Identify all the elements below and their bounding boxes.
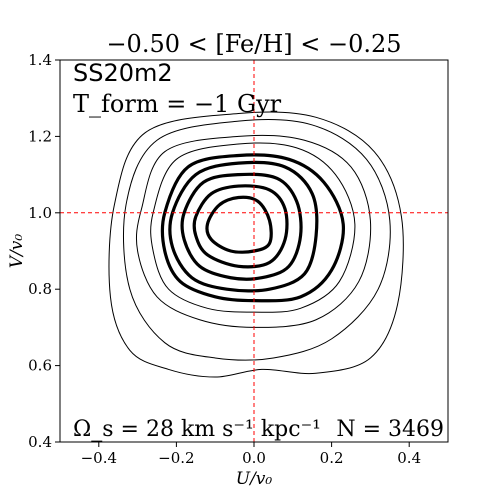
x-tick-label: 0.2: [320, 449, 344, 467]
contour-level-5: [160, 153, 346, 303]
contour-level-4: [168, 160, 319, 293]
y-tick-label: 0.6: [28, 357, 52, 375]
star-count-label: N = 3469: [336, 417, 444, 442]
x-tick-label: 0.4: [397, 449, 421, 467]
contour-level-2: [192, 184, 289, 269]
contour-level-9: [108, 111, 404, 378]
y-tick-label: 0.8: [28, 280, 52, 298]
y-tick-label: 1.4: [28, 51, 52, 69]
y-axis-label: V/v₀: [7, 234, 27, 269]
tform-label: T_form = −1 Gyr: [73, 90, 282, 118]
contour-level-3: [180, 172, 303, 281]
plot-area: [60, 60, 448, 442]
x-axis-label: U/v₀: [236, 469, 273, 489]
y-tick-label: 1.2: [28, 127, 52, 145]
x-tick-label: −0.4: [81, 449, 117, 467]
model-label: SS20m2: [73, 59, 173, 87]
contour-level-6: [150, 142, 356, 313]
contour-level-1: [205, 195, 273, 254]
x-tick-label: 0.0: [242, 449, 266, 467]
y-tick-label: 1.0: [28, 204, 52, 222]
contour-level-8: [123, 119, 391, 361]
y-tick-label: 0.4: [28, 433, 52, 451]
contour-level-7: [135, 134, 372, 328]
x-axis: −0.4 −0.2 0.0 0.2 0.4: [81, 442, 421, 467]
pattern-speed-label: Ω_s = 28 km s⁻¹ kpc⁻¹: [73, 417, 321, 442]
chart-title: −0.50 < [Fe/H] < −0.25: [106, 30, 401, 58]
y-axis: 0.4 0.6 0.8 1.0 1.2 1.4: [28, 51, 60, 451]
x-tick-label: −0.2: [158, 449, 194, 467]
